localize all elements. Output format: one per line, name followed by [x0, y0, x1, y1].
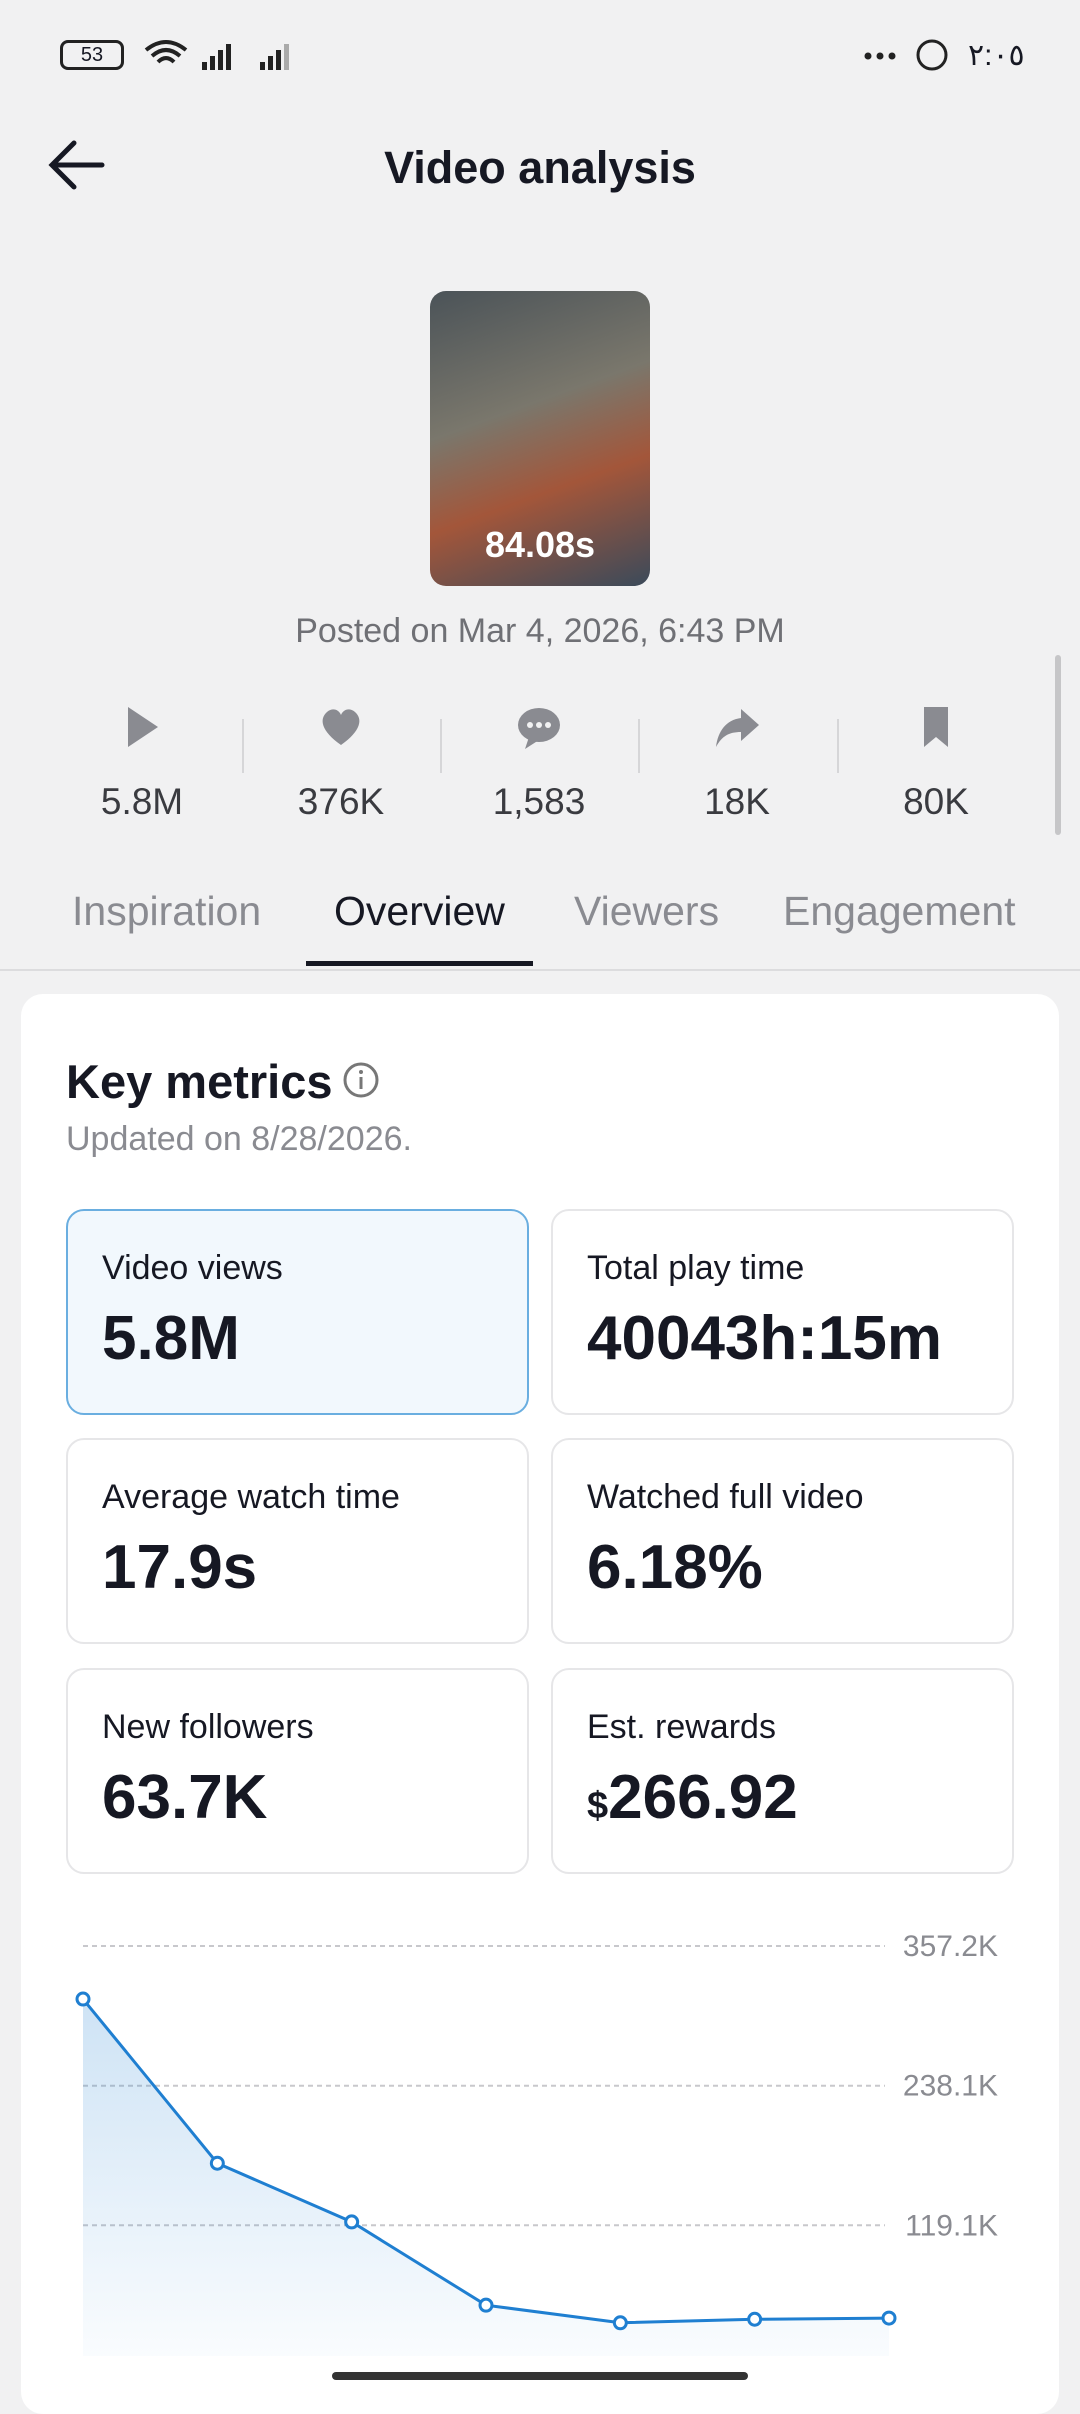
- info-icon[interactable]: [341, 1060, 381, 1100]
- metric-label: Watched full video: [587, 1478, 864, 1516]
- stat-divider: [836, 719, 839, 773]
- tab[interactable]: Engagement: [783, 888, 1016, 934]
- tab-divider: [0, 969, 1080, 971]
- stat-icon: [322, 709, 360, 745]
- point: [612, 2315, 628, 2331]
- value-text: 17.9s: [102, 1533, 258, 1602]
- metric-label: Total play time: [587, 1249, 805, 1287]
- notification-icons: [864, 39, 948, 71]
- metric-card[interactable]: Total play time 40043h:15m: [551, 1209, 1014, 1415]
- currency: $: [587, 1785, 609, 1827]
- stat-divider: [241, 719, 244, 773]
- y-tick-label: 119.1K: [905, 2209, 998, 2242]
- line-chart: 119.1K 238.1K 357.2K: [75, 1930, 998, 2356]
- metric-value: 5.8M: [102, 1303, 240, 1374]
- metric-value: $266.92: [587, 1762, 798, 1833]
- page-title: Video analysis: [384, 142, 696, 193]
- battery: 53: [60, 40, 124, 70]
- metric-card[interactable]: Average watch time 17.9s: [66, 1438, 529, 1644]
- stat-divider: [638, 719, 640, 773]
- signal-icons: [144, 40, 289, 70]
- stat-value: 1,583: [492, 781, 586, 822]
- video-duration: 84.08s: [484, 524, 596, 565]
- metric-value: 63.7K: [102, 1762, 267, 1833]
- metric-value: 6.18%: [587, 1532, 763, 1603]
- stat-value: 18K: [704, 781, 770, 822]
- tab[interactable]: Overview: [334, 888, 505, 934]
- metric-value: 17.9s: [102, 1532, 257, 1603]
- point: [881, 2310, 897, 2326]
- value-text: 63.7K: [102, 1763, 268, 1832]
- area: [83, 1999, 889, 2356]
- stat-icon: [128, 707, 158, 747]
- stat-value: 5.8M: [100, 781, 184, 822]
- clock: ٢:٠٥: [968, 39, 1025, 72]
- metric-label: Average watch time: [102, 1478, 400, 1516]
- point: [478, 2297, 494, 2313]
- video-thumbnail[interactable]: 84.08s: [430, 291, 650, 586]
- point: [209, 2155, 225, 2171]
- key-metrics-title: Key metrics: [66, 1055, 333, 1108]
- value-text: 40043h:15m: [587, 1304, 943, 1373]
- value-text: 266.92: [608, 1763, 798, 1832]
- tab[interactable]: Viewers: [574, 888, 720, 934]
- metric-card[interactable]: New followers 63.7K: [66, 1668, 529, 1874]
- value-text: 5.8M: [102, 1304, 240, 1373]
- value-text: 6.18%: [587, 1533, 763, 1602]
- back-button[interactable]: [44, 140, 108, 190]
- scrollbar: [1055, 655, 1061, 835]
- updated-date: Updated on 8/28/2026.: [66, 1120, 412, 1158]
- stat-value: 376K: [297, 781, 385, 822]
- metric-label: Est. rewards: [587, 1708, 776, 1746]
- posted-date: Posted on Mar 4, 2026, 6:43 PM: [295, 612, 785, 650]
- y-tick-label: 357.2K: [903, 1930, 998, 1963]
- home-indicator: [332, 2372, 748, 2380]
- point: [344, 2214, 360, 2230]
- tab-underline: [306, 961, 533, 966]
- y-tick-label: 238.1K: [903, 2070, 998, 2103]
- metric-label: New followers: [102, 1708, 314, 1746]
- stat-icon: [716, 709, 759, 747]
- stat-divider: [440, 719, 442, 773]
- point: [75, 1991, 91, 2007]
- stat-icon: [924, 707, 948, 747]
- metric-value: 40043h:15m: [587, 1303, 942, 1374]
- metric-card[interactable]: Video views 5.8M: [66, 1209, 529, 1415]
- metric-card[interactable]: Watched full video 6.18%: [551, 1438, 1014, 1644]
- stat-value: 80K: [903, 781, 969, 822]
- point: [747, 2311, 763, 2327]
- metric-label: Video views: [102, 1249, 283, 1287]
- stat-icon: [518, 708, 560, 749]
- metric-card[interactable]: Est. rewards $266.92: [551, 1668, 1014, 1874]
- tab[interactable]: Inspiration: [72, 888, 262, 934]
